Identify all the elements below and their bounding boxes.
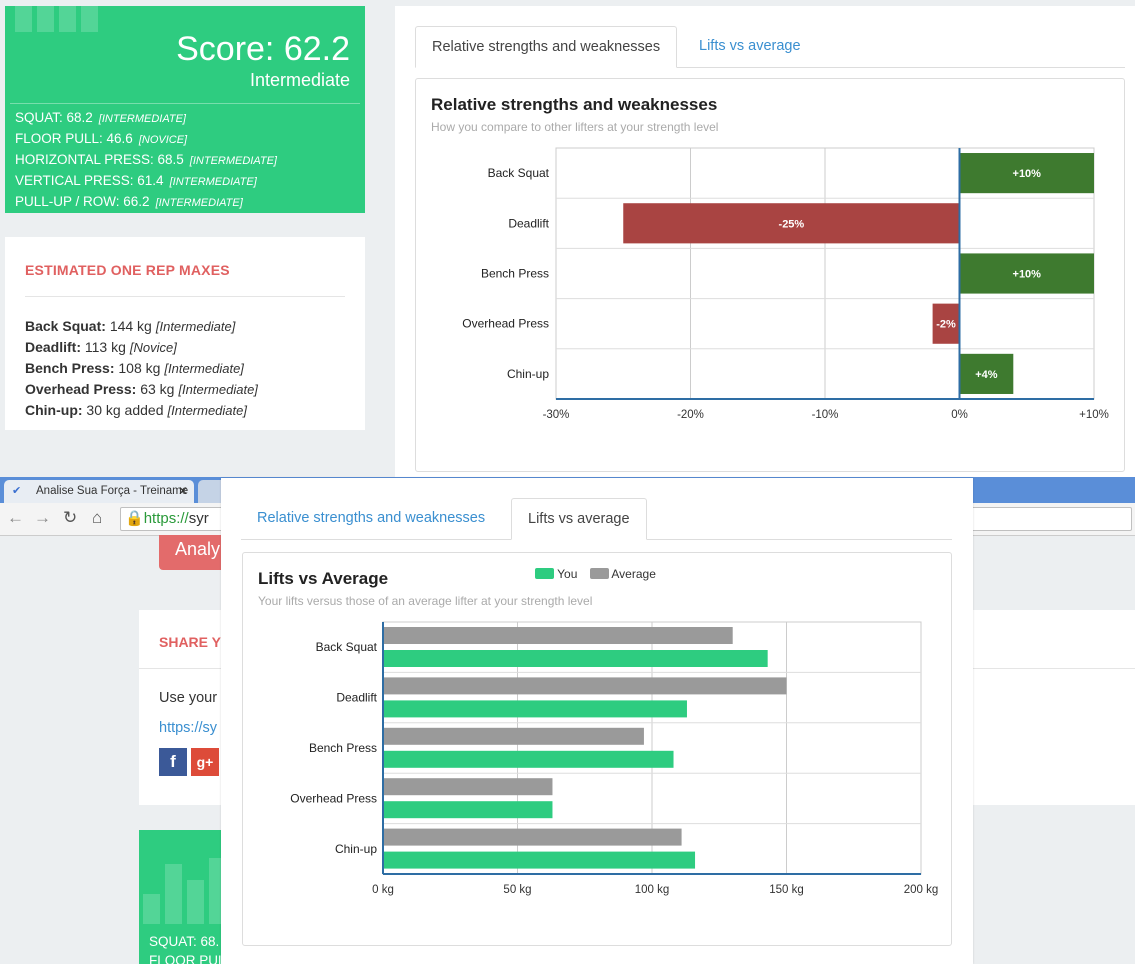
score-line: FLOOR PULL: 46.6 [NOVICE] — [15, 131, 188, 146]
bar — [959, 353, 1014, 394]
x-tick-label: 0 kg — [372, 884, 394, 896]
bar-average — [383, 677, 787, 695]
share-title: SHARE Y — [159, 634, 221, 650]
lock-icon: 🔒 — [125, 510, 144, 527]
score-card-background: SQUAT: 68. FLOOR PUL — [139, 830, 229, 964]
x-tick-label: -20% — [677, 409, 704, 421]
category-label: Chin-up — [507, 367, 549, 381]
score-card: Score: 62.2 Intermediate SQUAT: 68.2 [INT… — [5, 6, 365, 213]
browser-tab-title: Analise Sua Força - Treiname — [36, 485, 189, 497]
bar-average — [383, 627, 733, 644]
category-label: Bench Press — [309, 741, 377, 755]
list-item: Deadlift: 113 kg [Novice] — [25, 339, 177, 355]
category-label: Back Squat — [316, 640, 378, 654]
x-tick-label: 150 kg — [769, 884, 804, 896]
legend-swatch-average — [589, 568, 609, 579]
score-level: Intermediate — [249, 70, 350, 90]
bar-average — [383, 778, 553, 796]
share-text: Use your — [159, 690, 218, 706]
tab-lifts-vs-average[interactable]: Lifts vs average — [511, 498, 647, 540]
divider — [25, 296, 345, 297]
x-tick-label: 50 kg — [503, 884, 531, 896]
bar-average — [383, 828, 682, 846]
score-line: SQUAT: 68. — [149, 934, 220, 949]
divider — [10, 103, 360, 104]
bar — [932, 303, 960, 344]
bar-you — [383, 700, 687, 718]
data-label: -2% — [936, 319, 956, 331]
chart-legend: You Average — [535, 567, 656, 581]
bar — [623, 203, 960, 244]
share-link[interactable]: https://sy — [159, 720, 218, 736]
x-tick-label: 100 kg — [635, 884, 670, 896]
category-label: Chin-up — [335, 842, 377, 856]
category-label: Overhead Press — [462, 317, 549, 331]
favicon-icon: ✔ — [12, 485, 22, 497]
data-label: +4% — [975, 369, 998, 381]
chart-subtitle: How you compare to other lifters at your… — [431, 120, 719, 134]
browser-tab-2[interactable] — [198, 480, 228, 503]
browser-tab[interactable]: ✔ Analise Sua Força - Treiname ✕ — [4, 480, 194, 503]
score-line: HORIZONTAL PRESS: 68.5 [INTERMEDIATE] — [15, 152, 277, 167]
data-label: +10% — [1013, 168, 1042, 180]
bar-you — [383, 750, 674, 768]
tab-bar: Relative strengths and weaknesses Lifts … — [415, 26, 1125, 68]
x-tick-label: 200 kg — [904, 884, 939, 896]
legend-average: Average — [611, 567, 656, 581]
list-item: Chin-up: 30 kg added [Intermediate] — [25, 402, 247, 418]
google-plus-icon[interactable]: g+ — [191, 748, 219, 776]
bar-average — [383, 727, 644, 745]
score-breakdown: SQUAT: 68.2 [INTERMEDIATE] FLOOR PULL: 46… — [15, 108, 277, 213]
data-label: +10% — [1013, 269, 1042, 281]
close-tab-icon[interactable]: ✕ — [177, 484, 188, 498]
category-label: Back Squat — [488, 166, 550, 180]
tab-lifts-vs-average[interactable]: Lifts vs average — [699, 38, 801, 54]
x-tick-label: -10% — [812, 409, 839, 421]
one-rep-max-card: ESTIMATED ONE REP MAXES Back Squat: 144 … — [5, 237, 365, 430]
one-rep-max-list: Back Squat: 144 kg [Intermediate] Deadlif… — [25, 316, 258, 421]
chart-title: Lifts vs Average — [258, 569, 389, 588]
score-line: FLOOR PUL — [149, 953, 226, 964]
x-tick-label: 0% — [951, 409, 968, 421]
category-label: Deadlift — [336, 691, 377, 705]
forward-icon[interactable]: → — [34, 508, 51, 527]
relative-strengths-panel: Relative strengths and weaknesses Lifts … — [395, 6, 1135, 477]
category-label: Deadlift — [508, 216, 549, 230]
chart-title: Relative strengths and weaknesses — [431, 95, 718, 114]
bar-you — [383, 801, 553, 819]
bar-you — [383, 650, 768, 667]
lifts-chart-box: Lifts vs Average Your lifts versus those… — [242, 552, 952, 946]
tab-relative-strengths[interactable]: Relative strengths and weaknesses — [257, 510, 486, 526]
category-label: Bench Press — [481, 267, 549, 281]
chart-subtitle: Your lifts versus those of an average li… — [258, 594, 593, 608]
back-icon[interactable]: ← — [7, 508, 24, 527]
relative-chart-box: Relative strengths and weaknesses How yo… — [415, 78, 1125, 472]
list-item: Overhead Press: 63 kg [Intermediate] — [25, 381, 258, 397]
bar-you — [383, 851, 696, 869]
legend-you: You — [557, 567, 578, 581]
one-rep-max-title: ESTIMATED ONE REP MAXES — [25, 262, 230, 278]
tab-relative-strengths[interactable]: Relative strengths and weaknesses — [415, 26, 678, 68]
facebook-icon[interactable]: f — [159, 748, 187, 776]
reload-icon[interactable]: ↻ — [63, 508, 78, 527]
legend-swatch-you — [535, 568, 554, 579]
list-item: Bench Press: 108 kg [Intermediate] — [25, 360, 244, 376]
list-item: Back Squat: 144 kg [Intermediate] — [25, 318, 236, 334]
score-line: VERTICAL PRESS: 61.4 [INTERMEDIATE] — [15, 173, 257, 188]
lifts-vs-average-panel: Relative strengths and weaknesses Lifts … — [221, 478, 973, 964]
home-icon[interactable]: ⌂ — [92, 508, 103, 527]
score-line: SQUAT: 68.2 [INTERMEDIATE] — [15, 110, 186, 125]
x-tick-label: +10% — [1079, 409, 1109, 421]
score-line: PULL-UP / ROW: 66.2 [INTERMEDIATE] — [15, 194, 243, 209]
relative-strengths-chart: -30% -20% -10% 0% +10% Back Squat +10% Deadlift… — [462, 147, 1109, 421]
category-label: Overhead Press — [290, 791, 377, 805]
data-label: -25% — [779, 218, 805, 230]
tab-bar: Relative strengths and weaknesses Lifts … — [241, 498, 952, 540]
x-tick-label: -30% — [543, 409, 570, 421]
score-value: Score: 62.2 — [176, 30, 350, 68]
lifts-vs-average-chart: 0 kg 50 kg 100 kg 150 kg 200 kg Back Squat Dea… — [290, 621, 939, 896]
bar — [959, 153, 1094, 194]
bar — [959, 253, 1094, 294]
